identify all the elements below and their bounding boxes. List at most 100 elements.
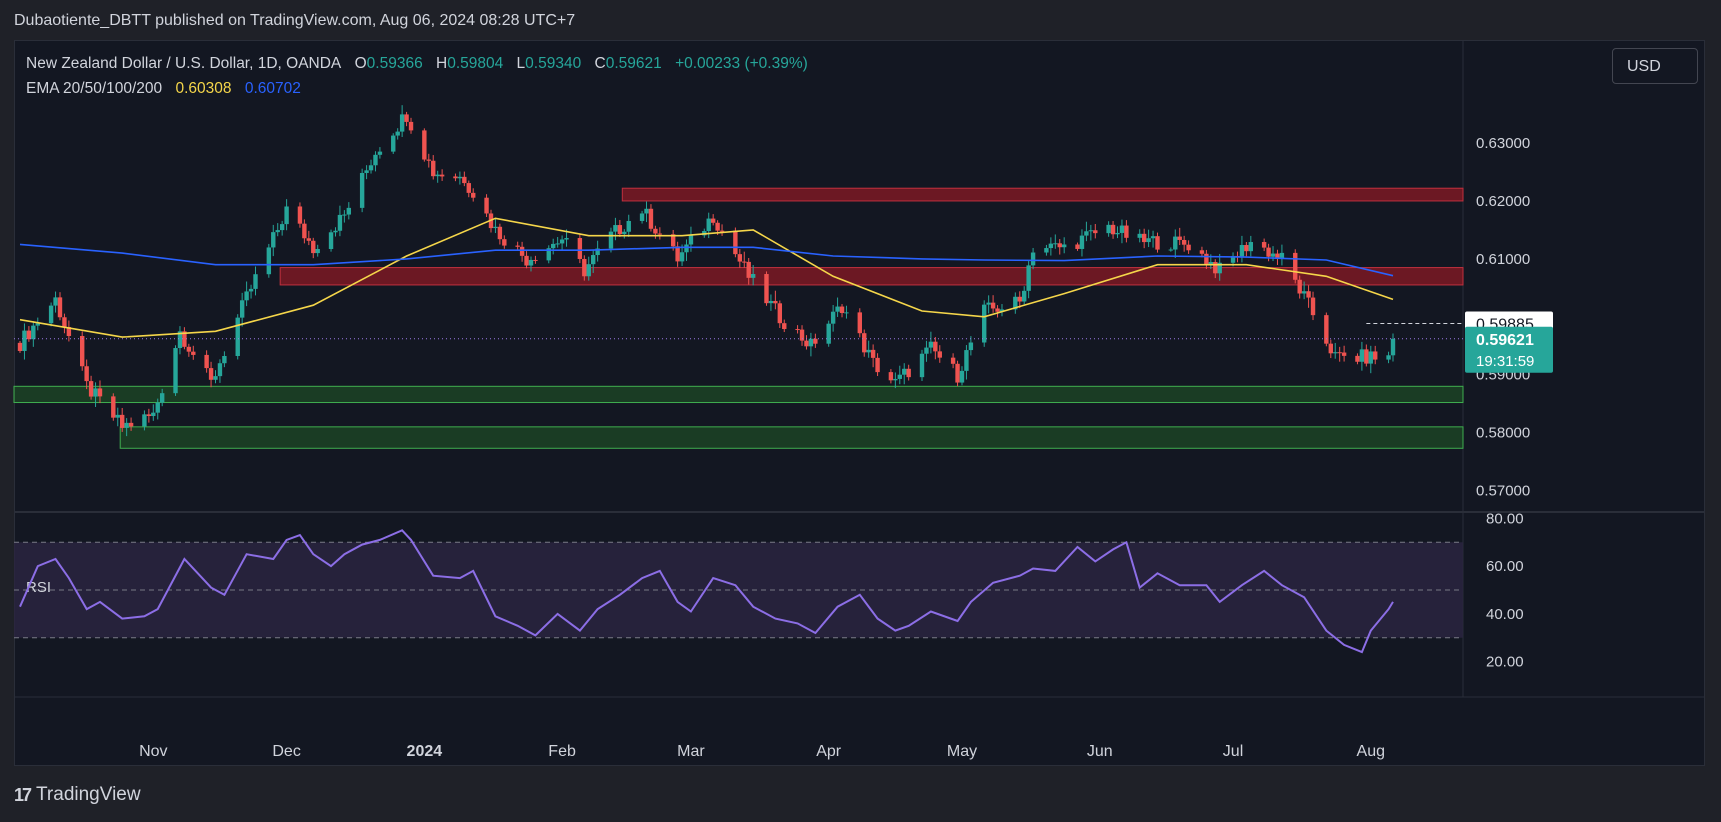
candle-body bbox=[493, 226, 498, 229]
candle-body bbox=[377, 151, 383, 155]
candle-body bbox=[626, 220, 631, 232]
price-tick-label: 0.62000 bbox=[1476, 193, 1530, 210]
candle-body bbox=[1053, 243, 1058, 245]
candle-body bbox=[22, 330, 27, 351]
candle-body bbox=[439, 174, 445, 177]
candle-body bbox=[1124, 225, 1129, 238]
candle-body bbox=[235, 317, 240, 356]
candle-body bbox=[368, 165, 374, 171]
candle-body bbox=[768, 300, 774, 304]
symbol-name: New Zealand Dollar / U.S. Dollar, 1D, OA… bbox=[26, 55, 342, 72]
candle-body bbox=[217, 363, 223, 377]
axes: 0.630000.620000.610000.600000.590000.580… bbox=[139, 135, 1553, 760]
close-value: 0.59621 bbox=[605, 55, 662, 72]
candle-body bbox=[1186, 244, 1191, 251]
candle-body bbox=[617, 225, 623, 234]
candle-body bbox=[902, 368, 907, 375]
candle-body bbox=[826, 323, 831, 344]
candle-body bbox=[182, 331, 187, 347]
candle-body bbox=[302, 223, 307, 239]
price-tick-label: 0.57000 bbox=[1476, 483, 1530, 500]
candle-body bbox=[1048, 243, 1054, 249]
candle-body bbox=[306, 238, 312, 241]
candle-body bbox=[159, 393, 165, 403]
candle-body bbox=[1364, 349, 1369, 364]
resistance-zone bbox=[621, 187, 1464, 202]
candle-body bbox=[733, 230, 738, 255]
candle-body bbox=[924, 347, 929, 354]
price-tick-label: 0.63000 bbox=[1476, 135, 1530, 152]
candle-body bbox=[1088, 230, 1094, 232]
candle-body bbox=[248, 288, 254, 292]
candle-body bbox=[675, 246, 680, 262]
candle-body bbox=[764, 274, 769, 304]
candle-body bbox=[266, 247, 272, 275]
time-tick-label: Mar bbox=[677, 743, 705, 760]
candle-body bbox=[1341, 352, 1347, 356]
candle-body bbox=[88, 381, 94, 397]
candle-body bbox=[1030, 252, 1036, 266]
candle-body bbox=[1390, 338, 1396, 356]
candle-body bbox=[124, 422, 129, 428]
open-label: O bbox=[354, 55, 367, 72]
candle-body bbox=[555, 243, 560, 245]
candle-body bbox=[346, 207, 352, 215]
price-tick-label: 0.58000 bbox=[1476, 425, 1530, 442]
candle-body bbox=[839, 306, 845, 314]
candle-body bbox=[1310, 297, 1316, 316]
candle-body bbox=[80, 336, 85, 367]
publisher-line: Dubaotiente_DBTT published on TradingVie… bbox=[14, 12, 576, 29]
candle-body bbox=[315, 248, 320, 254]
candle-body bbox=[66, 327, 72, 337]
rsi-tick-label: 60.00 bbox=[1486, 558, 1524, 575]
candle-body bbox=[279, 224, 285, 231]
candle-body bbox=[204, 354, 209, 369]
price-badge-box bbox=[1465, 326, 1553, 373]
ema50-value: 0.60308 bbox=[175, 80, 232, 97]
candle-body bbox=[1013, 296, 1018, 310]
time-tick-label: Jun bbox=[1087, 743, 1113, 760]
candle-body bbox=[271, 232, 276, 248]
high-label: H bbox=[436, 55, 448, 72]
time-tick-label: Nov bbox=[139, 743, 167, 760]
candle-body bbox=[1333, 352, 1338, 354]
candle-body bbox=[648, 208, 654, 229]
candle-body bbox=[1239, 245, 1245, 258]
price-badge-countdown: 19:31:59 bbox=[1476, 353, 1534, 370]
candle-body bbox=[1075, 244, 1080, 249]
candle-body bbox=[1168, 249, 1174, 251]
time-tick-label: Apr bbox=[816, 743, 842, 760]
candle-body bbox=[1137, 233, 1142, 238]
candle-body bbox=[1022, 290, 1027, 302]
candle-body bbox=[515, 245, 520, 247]
candle-body bbox=[1115, 232, 1120, 235]
rsi-tick-label: 40.00 bbox=[1486, 606, 1524, 623]
candle-body bbox=[1150, 236, 1156, 239]
candle-body bbox=[142, 414, 147, 427]
candle-body bbox=[679, 252, 685, 262]
currency-button[interactable]: USD bbox=[1612, 48, 1698, 84]
candle-body bbox=[435, 174, 440, 177]
candle-body bbox=[1337, 352, 1342, 354]
candle-body bbox=[359, 172, 365, 208]
rsi-line bbox=[19, 529, 1394, 654]
candle-body bbox=[1261, 242, 1267, 248]
candle-body bbox=[715, 222, 720, 231]
candle-body bbox=[862, 333, 867, 353]
candle-body bbox=[799, 329, 805, 341]
candle-body bbox=[155, 402, 160, 413]
candle-body bbox=[1275, 253, 1280, 259]
candle-body bbox=[670, 234, 676, 247]
candle-body bbox=[1301, 291, 1307, 294]
candle-body bbox=[173, 348, 178, 394]
candle-body bbox=[897, 374, 902, 379]
candle-body bbox=[986, 302, 991, 305]
candle-body bbox=[431, 160, 436, 177]
candle-body bbox=[146, 414, 152, 417]
candle-body bbox=[742, 261, 747, 263]
time-tick-label: May bbox=[947, 743, 977, 760]
candle-body bbox=[937, 351, 942, 358]
candle-body bbox=[191, 351, 196, 355]
candle-body bbox=[1373, 351, 1378, 360]
